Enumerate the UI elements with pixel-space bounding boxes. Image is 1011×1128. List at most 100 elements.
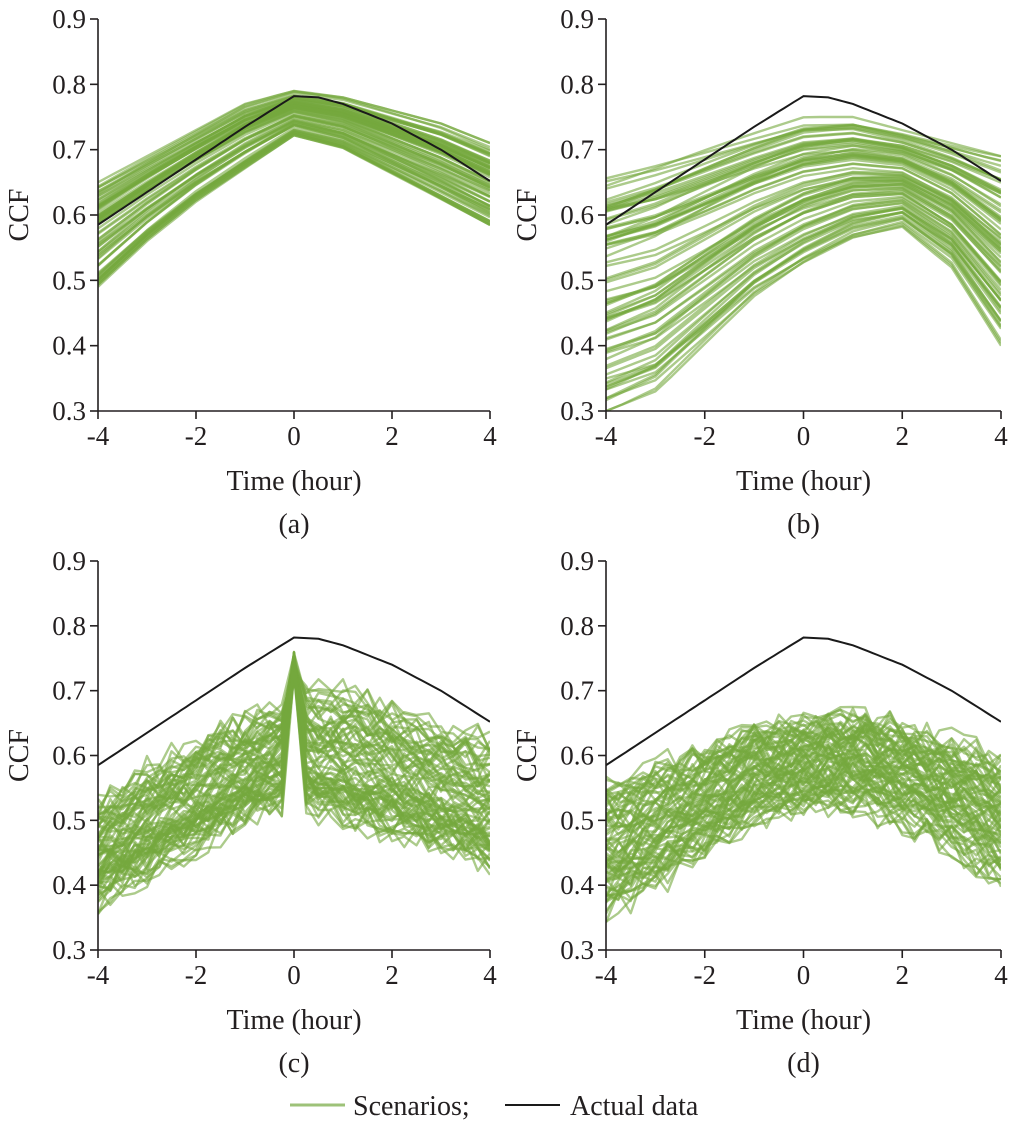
actual-data-line (606, 95, 1001, 226)
panel-label: (a) (278, 509, 309, 540)
x-tick-label: -2 (185, 960, 208, 990)
y-tick-label: 0.9 (52, 4, 86, 34)
scenario-line (98, 114, 490, 241)
scenario-lines (606, 115, 1001, 411)
scenario-line (606, 210, 1001, 376)
scenario-line (606, 721, 1001, 821)
scenario-lines (606, 705, 1001, 923)
y-tick-label: 0.9 (560, 546, 594, 576)
scenario-line (606, 742, 1001, 836)
y-tick-label: 0.9 (560, 4, 594, 34)
scenario-line (606, 156, 1001, 241)
scenario-line (98, 104, 490, 221)
scenario-line (606, 192, 1001, 319)
x-tick-label: -4 (595, 960, 618, 990)
panel-label: (c) (278, 1048, 309, 1079)
scenario-line (606, 224, 1001, 400)
chart-panel-a: 0.3 0.4 0.5 0.6 0.7 0.8 0.9 -4 -2 0 2 4 Time (hour) C… (4, 4, 497, 540)
y-tick-label: 0.8 (52, 611, 86, 641)
scenario-line (606, 182, 1001, 332)
scenario-line (98, 89, 490, 188)
scenario-line (606, 185, 1001, 293)
scenario-line (98, 123, 490, 257)
scenario-line (606, 126, 1001, 190)
y-tick-label: 0.6 (52, 741, 86, 771)
chart-panel-b: 0.3 0.4 0.5 0.6 0.7 0.8 0.9 -4 -2 0 2 4 Time (hour) C… (512, 4, 1008, 540)
scenario-line (606, 162, 1001, 246)
scenario-line (98, 91, 490, 189)
scenario-line (606, 217, 1001, 388)
legend: Scenarios; Actual data (290, 1091, 699, 1122)
scenario-lines (98, 650, 490, 915)
scenario-line (98, 111, 490, 230)
x-tick-label: 2 (896, 421, 910, 451)
scenario-line (606, 767, 1001, 881)
x-tick-label: -4 (87, 960, 110, 990)
y-tick-label: 0.3 (52, 935, 86, 965)
x-tick-label: 4 (994, 960, 1008, 990)
x-axis-title: Time (hour) (226, 1005, 361, 1036)
x-axis-title: Time (hour) (736, 1005, 871, 1036)
x-tick-label: 2 (385, 960, 399, 990)
panel-label: (b) (787, 509, 820, 540)
scenario-line (606, 756, 1001, 854)
y-tick-label: 0.7 (560, 135, 594, 165)
y-tick-label: 0.6 (560, 200, 594, 230)
scenario-line (606, 222, 1001, 391)
scenario-line (606, 777, 1001, 902)
y-tick-label: 0.8 (560, 611, 594, 641)
y-tick-label: 0.7 (560, 676, 594, 706)
y-tick-label: 0.4 (560, 331, 594, 361)
actual-data-line (98, 95, 490, 226)
scenario-line (606, 705, 1001, 802)
y-tick-label: 0.4 (52, 870, 86, 900)
scenario-line (606, 170, 1001, 280)
x-tick-label: 4 (483, 960, 497, 990)
panels: 0.3 0.4 0.5 0.6 0.7 0.8 0.9 -4 -2 0 2 4 Time (hour) C… (4, 4, 1008, 1079)
panel-label: (d) (787, 1048, 820, 1079)
y-axis-title: CCF (512, 189, 543, 242)
x-tick-label: 2 (385, 421, 399, 451)
scenario-line (606, 187, 1001, 302)
y-tick-label: 0.9 (52, 546, 86, 576)
x-tick-label: -2 (185, 421, 208, 451)
scenario-line (606, 792, 1001, 904)
scenario-lines (98, 89, 490, 288)
y-tick-label: 0.3 (560, 935, 594, 965)
x-tick-label: 2 (896, 960, 910, 990)
x-tick-label: -2 (694, 960, 717, 990)
scenario-line (98, 128, 490, 281)
y-tick-label: 0.6 (560, 741, 594, 771)
x-axis-title: Time (hour) (226, 466, 361, 497)
x-tick-label: -2 (694, 421, 717, 451)
x-tick-label: -4 (595, 421, 618, 451)
scenario-line (606, 142, 1001, 221)
scenario-line (98, 120, 490, 253)
chart-panel-c: 0.3 0.4 0.5 0.6 0.7 0.8 0.9 -4 -2 0 2 4 Time (hour) C… (4, 546, 497, 1079)
scenario-line (606, 199, 1001, 341)
y-tick-label: 0.5 (560, 805, 594, 835)
y-axis-title: CCF (4, 189, 35, 242)
y-tick-label: 0.7 (52, 135, 86, 165)
x-tick-label: -4 (87, 421, 110, 451)
y-tick-label: 0.8 (52, 69, 86, 99)
scenario-line (606, 181, 1001, 322)
scenario-line (98, 132, 490, 285)
y-tick-label: 0.4 (52, 331, 86, 361)
y-tick-label: 0.4 (560, 870, 594, 900)
y-tick-label: 0.5 (52, 265, 86, 295)
x-tick-label: 4 (483, 421, 497, 451)
y-tick-label: 0.3 (560, 396, 594, 426)
scenario-line (606, 754, 1001, 865)
scenario-line (606, 762, 1001, 893)
y-tick-label: 0.5 (52, 805, 86, 835)
actual-data-line (606, 636, 1001, 767)
x-tick-label: 0 (797, 421, 811, 451)
legend-actual-label: Actual data (570, 1091, 699, 1122)
scenario-line (606, 151, 1001, 229)
y-tick-label: 0.7 (52, 676, 86, 706)
chart-panel-d: 0.3 0.4 0.5 0.6 0.7 0.8 0.9 -4 -2 0 2 4 Time (hour) C… (512, 546, 1008, 1079)
x-tick-label: 0 (287, 960, 301, 990)
y-tick-label: 0.8 (560, 69, 594, 99)
